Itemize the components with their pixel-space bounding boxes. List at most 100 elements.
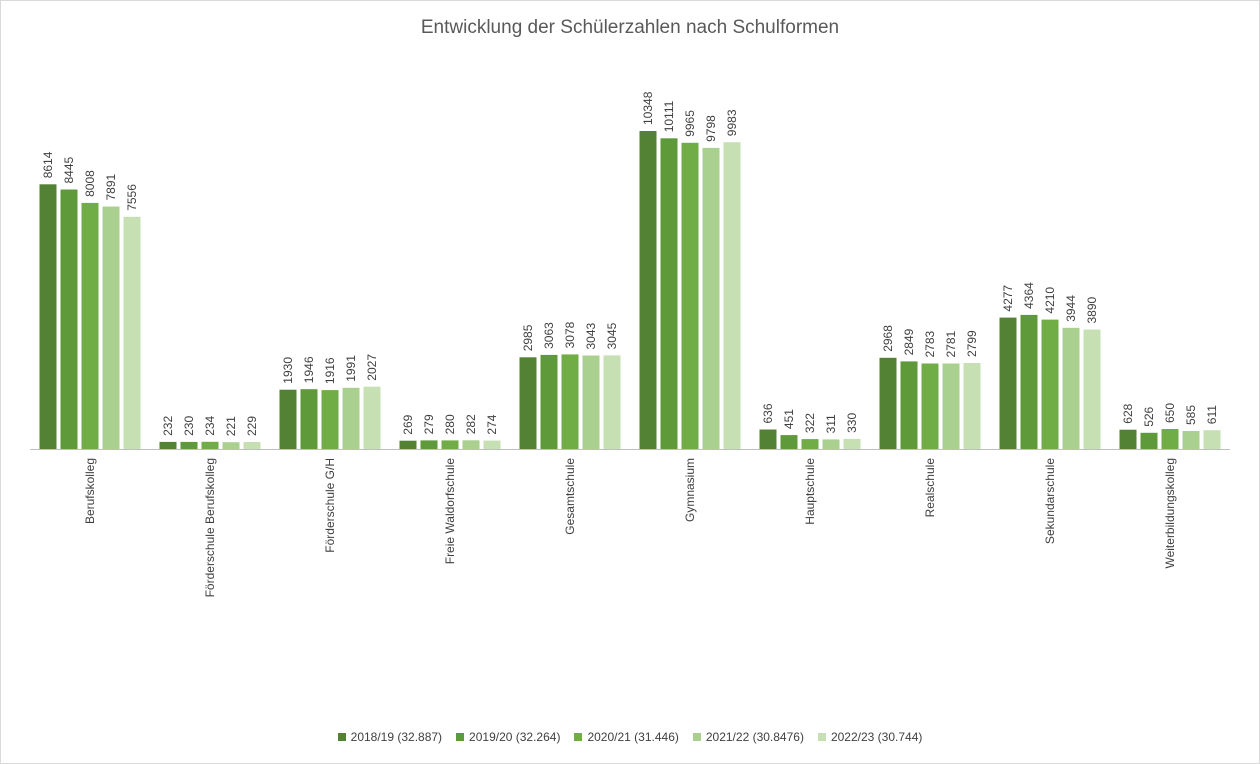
bar: [462, 440, 480, 449]
bar: [603, 355, 621, 449]
bar: [243, 442, 261, 449]
bar: [900, 361, 918, 449]
bar: [921, 363, 939, 449]
data-label: 451: [782, 409, 796, 429]
bar: [1041, 319, 1059, 449]
data-label: 229: [245, 416, 259, 436]
bar: [540, 354, 558, 449]
data-label: 9798: [704, 115, 718, 142]
data-label: 10348: [641, 91, 655, 125]
category-label: Weiterbildungskolleg: [1163, 458, 1177, 569]
bar: [1203, 430, 1221, 449]
data-label: 8008: [83, 170, 97, 197]
bar: [60, 189, 78, 449]
legend-item: 2022/23 (30.744): [817, 730, 923, 744]
category-label: Gymnasium: [683, 458, 697, 522]
category-label: Förderschule G/H: [323, 458, 337, 553]
data-label: 282: [464, 414, 478, 434]
category-label: Realschule: [923, 458, 937, 518]
bar: [279, 389, 297, 449]
bar: [222, 442, 240, 449]
data-label: 611: [1205, 405, 1219, 424]
bar: [561, 354, 579, 449]
bar: [639, 131, 657, 449]
data-label: 232: [161, 416, 175, 436]
bar: [723, 142, 741, 449]
data-label: 2849: [902, 328, 916, 355]
data-label: 2799: [965, 330, 979, 357]
bar: [1083, 329, 1101, 449]
bar: [1062, 327, 1080, 449]
data-label: 279: [422, 414, 436, 434]
data-label: 2781: [944, 330, 958, 357]
data-label: 8445: [62, 156, 76, 183]
legend-item: 2018/19 (32.887): [337, 730, 443, 744]
legend-label: 2022/23 (30.744): [830, 730, 923, 744]
legend-swatch: [692, 733, 701, 741]
bar: [759, 429, 777, 449]
chart-legend: 2018/19 (32.887) 2019/20 (32.264) 2020/21 …: [0, 730, 1260, 744]
data-label: 280: [443, 414, 457, 434]
data-label: 7891: [104, 173, 118, 200]
data-label: 330: [845, 413, 859, 433]
data-label: 9965: [683, 110, 697, 137]
bar: [399, 440, 417, 449]
legend-swatch: [337, 733, 346, 741]
data-label: 269: [401, 414, 415, 434]
category-label: Sekundarschule: [1043, 458, 1057, 544]
data-label: 2985: [521, 324, 535, 351]
bar: [1119, 429, 1137, 449]
bar: [681, 142, 699, 450]
bar: [342, 387, 360, 449]
legend-item: 2021/22 (30.8476): [692, 730, 804, 744]
data-label: 1946: [302, 356, 316, 383]
legend-label: 2020/21 (31.446): [587, 730, 679, 744]
bar: [123, 216, 141, 449]
data-label: 628: [1121, 403, 1135, 423]
data-label: 3078: [563, 321, 577, 348]
bar: [702, 147, 720, 449]
data-label: 9983: [725, 109, 739, 136]
legend-swatch: [817, 733, 826, 741]
bar: [102, 206, 120, 449]
bar: [942, 363, 960, 449]
data-label: 1991: [344, 355, 358, 382]
category-label: Gesamtschule: [563, 458, 577, 535]
data-label: 636: [761, 403, 775, 423]
bar: [420, 440, 438, 449]
legend-label: 2018/19 (32.887): [350, 730, 443, 744]
bar: [1161, 429, 1179, 449]
legend-swatch: [456, 733, 465, 741]
bar: [180, 441, 198, 449]
bar: [201, 441, 219, 449]
bar: [519, 357, 537, 449]
data-label: 4277: [1001, 285, 1015, 312]
data-label: 311: [824, 414, 838, 433]
bar: [843, 438, 861, 449]
data-label: 585: [1184, 405, 1198, 425]
data-label: 526: [1142, 406, 1156, 426]
bar: [660, 138, 678, 450]
data-label: 230: [182, 416, 196, 436]
bar: [963, 363, 981, 449]
bar: [780, 435, 798, 449]
bar: [1182, 431, 1200, 449]
bar: [159, 441, 177, 449]
bar: [441, 440, 459, 449]
bar: [81, 202, 99, 449]
bar: [879, 357, 897, 449]
data-label: 3944: [1064, 295, 1078, 322]
data-label: 4210: [1043, 287, 1057, 314]
bar: [300, 389, 318, 449]
data-label: 3890: [1085, 296, 1099, 323]
legend-label: 2021/22 (30.8476): [705, 730, 804, 744]
category-label: Hauptschule: [803, 458, 817, 525]
data-label: 234: [203, 415, 217, 435]
bar: [363, 386, 381, 449]
data-label: 650: [1163, 403, 1177, 423]
data-label: 2968: [881, 325, 895, 352]
legend-item: 2019/20 (32.264): [456, 730, 560, 744]
category-label: Berufskolleg: [83, 458, 97, 524]
data-label: 274: [485, 414, 499, 434]
